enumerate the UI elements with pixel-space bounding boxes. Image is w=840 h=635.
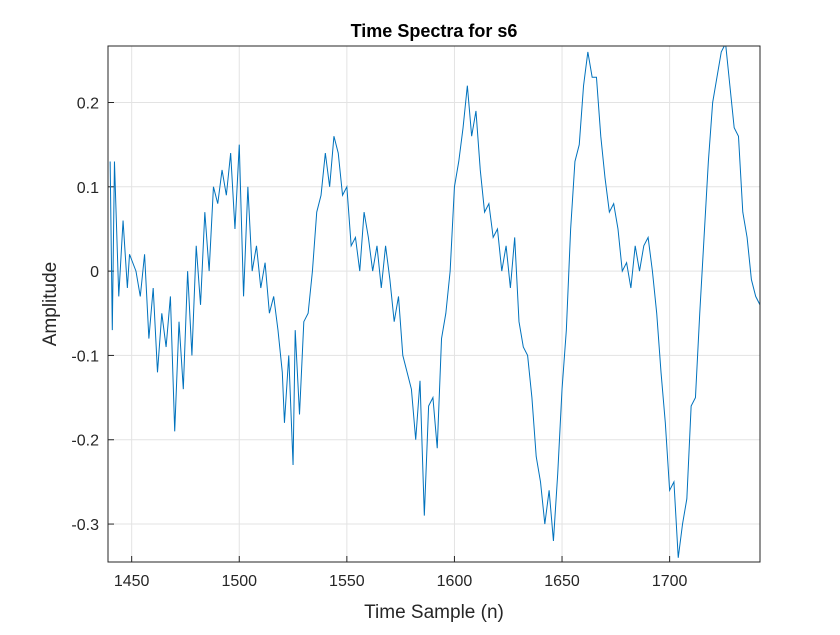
x-tick-label: 1700: [652, 573, 688, 590]
y-tick-label: 0.2: [77, 95, 99, 112]
x-axis-label: Time Sample (n): [364, 602, 504, 623]
y-tick-label: 0.1: [77, 180, 99, 197]
y-tick-label: -0.2: [71, 433, 99, 450]
x-tick-label: 1450: [114, 573, 150, 590]
x-tick-label: 1550: [329, 573, 365, 590]
chart-title: Time Spectra for s6: [351, 21, 518, 41]
y-tick-label: -0.3: [71, 517, 99, 534]
y-axis-label: Amplitude: [40, 262, 61, 347]
x-tick-label: 1600: [437, 573, 473, 590]
x-tick-label: 1650: [544, 573, 580, 590]
plot-area: [109, 46, 760, 558]
y-tick-label: -0.1: [71, 348, 99, 365]
plot-frame: [107, 45, 761, 563]
y-tick-label: 0: [90, 264, 99, 281]
x-tick-label: 1500: [221, 573, 257, 590]
data-line: [109, 46, 760, 558]
